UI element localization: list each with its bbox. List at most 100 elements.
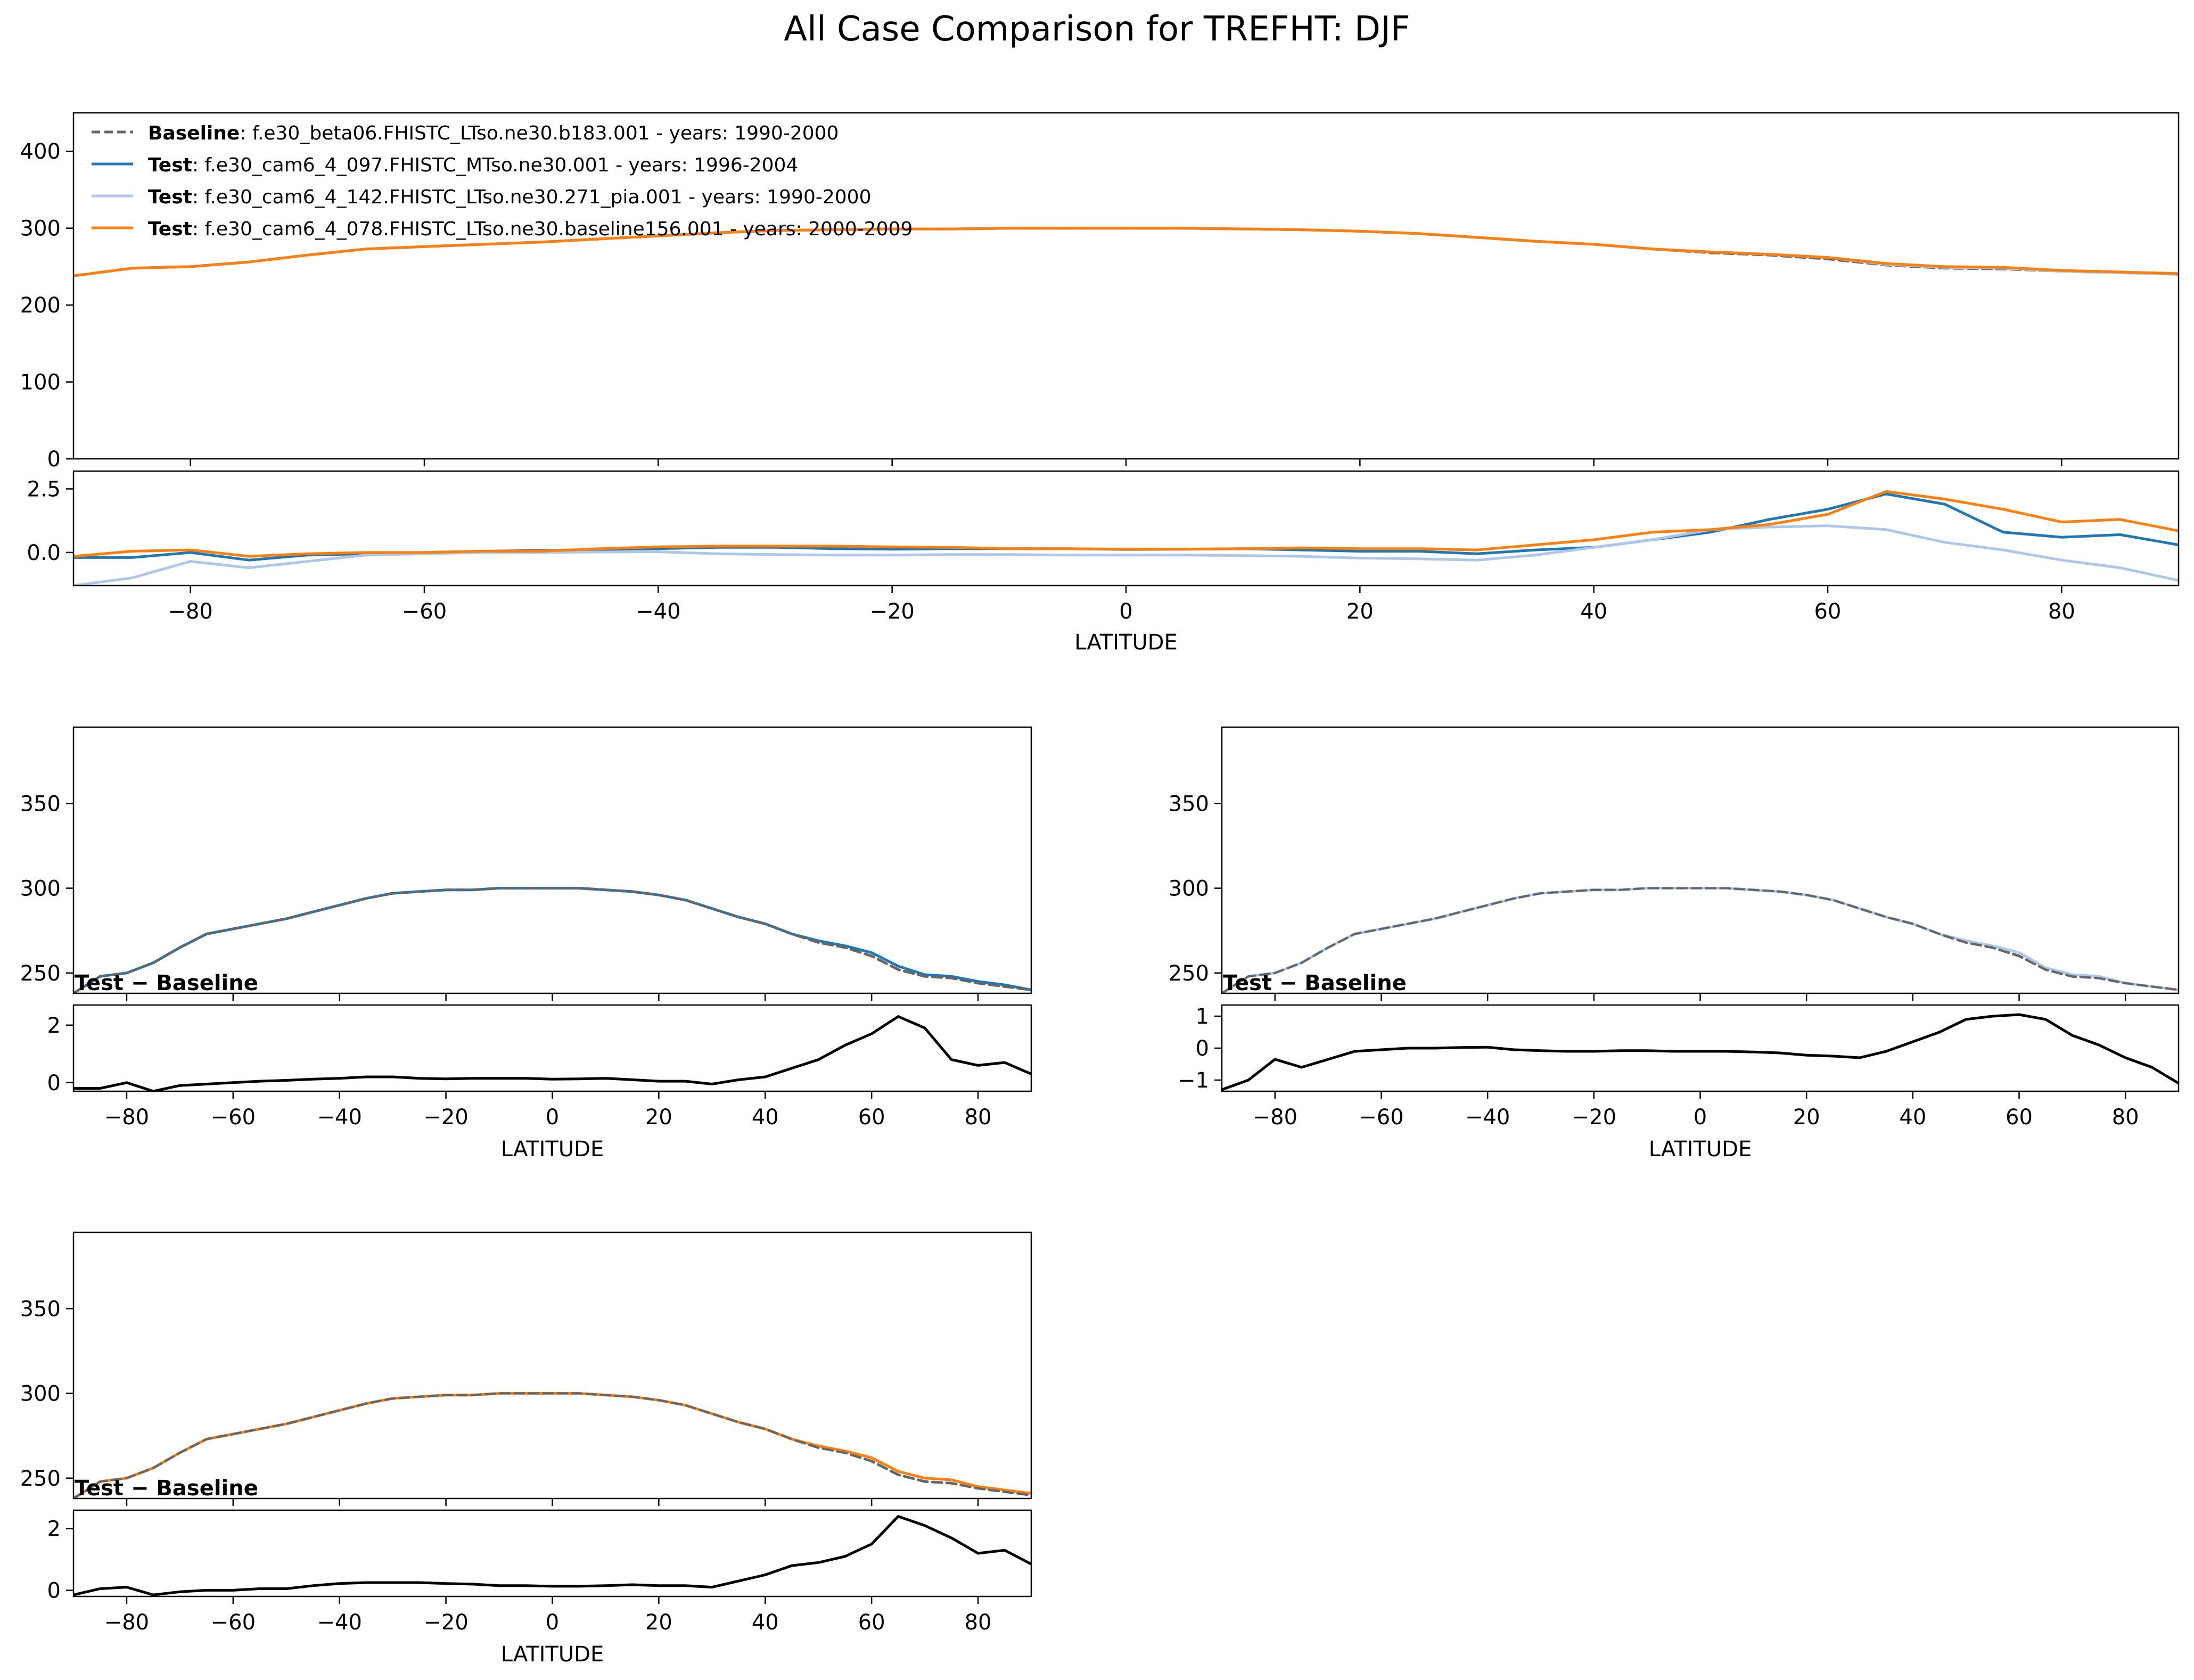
p1-diff-xtick-label: 60 bbox=[858, 1105, 885, 1130]
p2-main-ytick-label: 250 bbox=[1169, 961, 1209, 986]
p0-main-ytick-label: 0 bbox=[47, 447, 61, 472]
p0-main-ytick-label: 200 bbox=[20, 293, 61, 318]
p2-diff-ytick-label: −1 bbox=[1178, 1068, 1209, 1093]
p2-diff-xtick-label: 60 bbox=[2006, 1105, 2033, 1130]
p3-diff-xtick-label: −60 bbox=[211, 1610, 256, 1635]
p3-diff-xtick-label: 40 bbox=[752, 1610, 779, 1635]
p3-diff-frame bbox=[72, 1509, 1032, 1597]
panel-case-1: 250 300 350 0 2 −80 −60 −40 −20 0 20 40 60 80 LATITUDE… bbox=[20, 726, 1032, 1162]
p2-diff-xtick-label: −40 bbox=[1465, 1105, 1510, 1130]
baseline-line-overlay bbox=[73, 887, 1031, 993]
p2-diff-frame bbox=[1221, 1004, 2180, 1092]
p0-diff-xtick-label: 60 bbox=[1814, 599, 1842, 624]
p0-main-ytick-label: 400 bbox=[20, 139, 61, 164]
p1-diff-xtick-label: −20 bbox=[423, 1105, 468, 1130]
p1-diff-xtick-label: 0 bbox=[546, 1105, 559, 1130]
diff-line-2 bbox=[73, 490, 2179, 558]
diff-line-0 bbox=[73, 1515, 1031, 1596]
test-line-3 bbox=[73, 227, 2179, 277]
p0-main-ytick-label: 300 bbox=[20, 217, 61, 241]
p2-main-ytick-label: 300 bbox=[1169, 877, 1209, 901]
p3-diff-xtick-label: −20 bbox=[423, 1610, 468, 1635]
p0-diff-ytick-label: 0.0 bbox=[27, 541, 61, 565]
p1-diff-xtick-label: 20 bbox=[645, 1105, 672, 1130]
p2-main-ytick-label: 350 bbox=[1169, 792, 1209, 816]
p1-diff-xtick-label: −60 bbox=[211, 1105, 256, 1130]
p2-main-frame bbox=[1221, 726, 2180, 994]
legend-entry-case: : f.e30_cam6_4_097.FHISTC_MTso.ne30.001 … bbox=[192, 154, 799, 176]
p1-diff-xtick-label: 40 bbox=[752, 1105, 779, 1130]
p0-diff-xtick-label: −40 bbox=[636, 599, 680, 624]
p1-diff-frame bbox=[72, 1004, 1032, 1092]
p3-diff-xtick-label: 0 bbox=[546, 1610, 559, 1635]
p1-main-ytick-label: 250 bbox=[20, 961, 61, 986]
legend-entry: Test: f.e30_cam6_4_142.FHISTC_LTso.ne30.… bbox=[148, 186, 871, 208]
legend-entry: Baseline: f.e30_beta06.FHISTC_LTso.ne30.… bbox=[148, 122, 839, 144]
diff-panel-label: Test − Baseline bbox=[1223, 971, 1407, 995]
p1-main-ytick-label: 300 bbox=[20, 877, 61, 901]
p3-diff-ytick-label: 2 bbox=[47, 1517, 61, 1542]
p3-diff-xtick-label: 20 bbox=[645, 1610, 672, 1635]
legend-entry-role: Baseline bbox=[148, 122, 240, 144]
diff-line-0 bbox=[73, 1015, 1031, 1091]
legend-entry-case: : f.e30_cam6_4_142.FHISTC_LTso.ne30.271_… bbox=[192, 186, 872, 208]
p3-diff-xtick-label: 60 bbox=[858, 1610, 885, 1635]
p3-diff-xtick-label: 80 bbox=[965, 1610, 992, 1635]
p1-main-frame bbox=[72, 726, 1032, 994]
p2-diff-xtick-label: −80 bbox=[1253, 1105, 1297, 1130]
p1-diff-xtick-label: −80 bbox=[104, 1105, 149, 1130]
p2-diff-xtick-label: 20 bbox=[1793, 1105, 1820, 1130]
p2-diff-ytick-label: 1 bbox=[1196, 1004, 1209, 1029]
baseline-line-overlay bbox=[1222, 887, 2179, 993]
p1-diff-xtick-label: 80 bbox=[965, 1105, 992, 1130]
panel-case-3: 250 300 350 0 2 −80 −60 −40 −20 0 20 40 60 80 LATITUDE… bbox=[20, 1231, 1032, 1667]
p3-main-ytick-label: 300 bbox=[20, 1382, 61, 1406]
p0-diff-xtick-label: −60 bbox=[402, 599, 447, 624]
p0-diff-xtick-label: 20 bbox=[1346, 599, 1374, 624]
diff-panel-label: Test − Baseline bbox=[75, 971, 258, 995]
diff-line-1 bbox=[73, 524, 2179, 586]
p2-diff-xtick-label: −60 bbox=[1359, 1105, 1403, 1130]
legend-entry-case: : f.e30_beta06.FHISTC_LTso.ne30.b183.001… bbox=[240, 122, 839, 144]
p0-diff-xtick-label: −80 bbox=[168, 599, 212, 624]
p0-diff-xtick-label: −20 bbox=[869, 599, 914, 624]
p0-main-ytick-label: 100 bbox=[20, 370, 61, 395]
p1-diff-ytick-label: 2 bbox=[47, 1014, 61, 1038]
p0-diff-xtick-label: 0 bbox=[1119, 599, 1132, 624]
p0-diff-frame bbox=[72, 470, 2180, 587]
p3-diff-xtick-label: −40 bbox=[317, 1610, 362, 1635]
x-axis-label: LATITUDE bbox=[1649, 1137, 1752, 1162]
legend-entry-role: Test bbox=[148, 186, 192, 208]
p3-main-ytick-label: 350 bbox=[20, 1297, 61, 1321]
diff-panel-label: Test − Baseline bbox=[75, 1476, 258, 1501]
legend-entry-role: Test bbox=[148, 154, 192, 176]
p1-diff-ytick-label: 0 bbox=[47, 1071, 61, 1096]
x-axis-label: LATITUDE bbox=[501, 1642, 604, 1667]
p2-diff-xtick-label: −20 bbox=[1572, 1105, 1616, 1130]
p2-diff-ytick-label: 0 bbox=[1196, 1036, 1209, 1061]
legend-entry-role: Test bbox=[148, 218, 192, 240]
p0-diff-ytick-label: 2.5 bbox=[27, 477, 61, 501]
p2-diff-xtick-label: 40 bbox=[1899, 1105, 1926, 1130]
figure-title: All Case Comparison for TREFHT: DJF bbox=[784, 10, 1410, 49]
legend-entry: Test: f.e30_cam6_4_097.FHISTC_MTso.ne30.… bbox=[148, 154, 798, 176]
panel-overview: 0 100 200 300 400 0.0 2.5 −80 −60 −40 −20 0 20 40 60 80… bbox=[20, 112, 2180, 655]
baseline-line-overlay bbox=[73, 1392, 1031, 1498]
legend: Baseline: f.e30_beta06.FHISTC_LTso.ne30.… bbox=[92, 122, 913, 240]
p0-diff-xtick-label: 80 bbox=[2048, 599, 2075, 624]
diff-line-0 bbox=[1222, 1013, 2179, 1091]
p2-diff-xtick-label: 0 bbox=[1694, 1105, 1707, 1130]
p1-main-ytick-label: 350 bbox=[20, 792, 61, 816]
panel-case-2: 250 300 350 −1 0 1 −80 −60 −40 −20 0 20 40 60 80 LATITU… bbox=[1169, 726, 2180, 1162]
p3-diff-xtick-label: −80 bbox=[104, 1610, 149, 1635]
p0-diff-xtick-label: 40 bbox=[1580, 599, 1607, 624]
p2-diff-xtick-label: 80 bbox=[2112, 1105, 2139, 1130]
p3-main-frame bbox=[72, 1231, 1032, 1500]
legend-entry: Test: f.e30_cam6_4_078.FHISTC_LTso.ne30.… bbox=[148, 218, 913, 240]
p1-diff-xtick-label: −40 bbox=[317, 1105, 362, 1130]
legend-entry-case: : f.e30_cam6_4_078.FHISTC_LTso.ne30.base… bbox=[192, 218, 913, 240]
p0-main-frame bbox=[72, 112, 2180, 460]
x-axis-label: LATITUDE bbox=[1074, 630, 1177, 655]
p3-main-ytick-label: 250 bbox=[20, 1467, 61, 1491]
